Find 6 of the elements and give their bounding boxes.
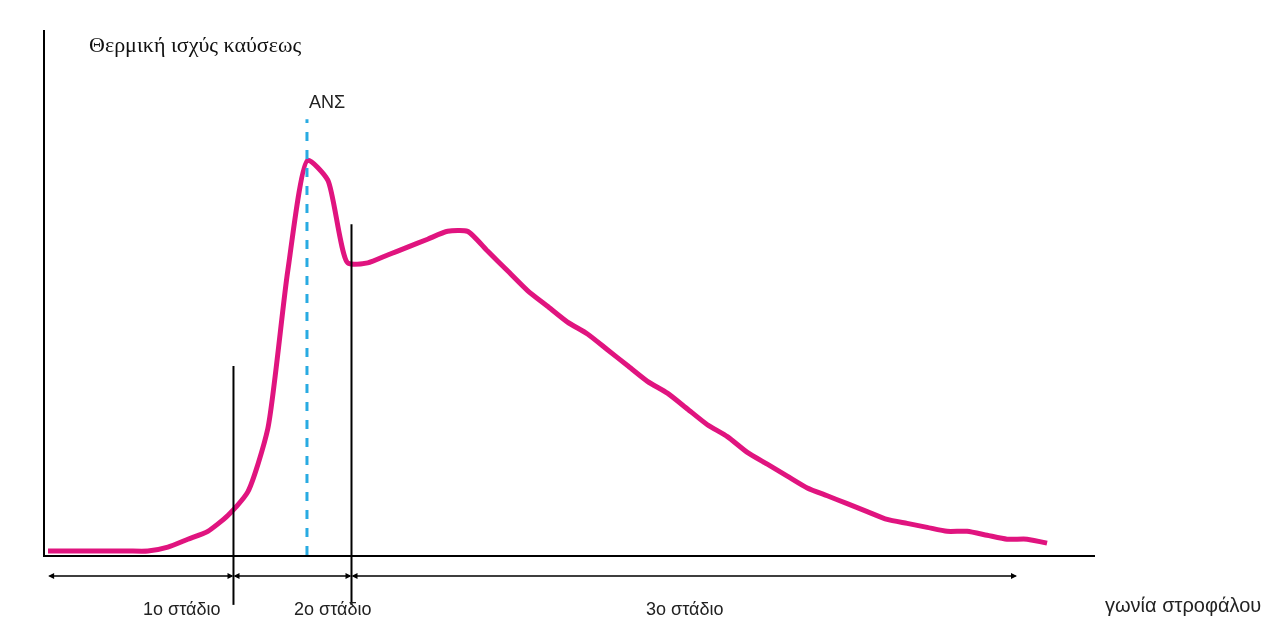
text: ΑΝΣ [309, 92, 346, 112]
x-axis-title: γωνία στροφάλου [1105, 594, 1262, 616]
y-axis-title: Θερμική ισχύς καύσεως [89, 32, 302, 57]
text: 1ο στάδιο [143, 599, 221, 619]
text: 2ο στάδιο [294, 599, 372, 619]
text: 3ο στάδιο [646, 599, 724, 619]
